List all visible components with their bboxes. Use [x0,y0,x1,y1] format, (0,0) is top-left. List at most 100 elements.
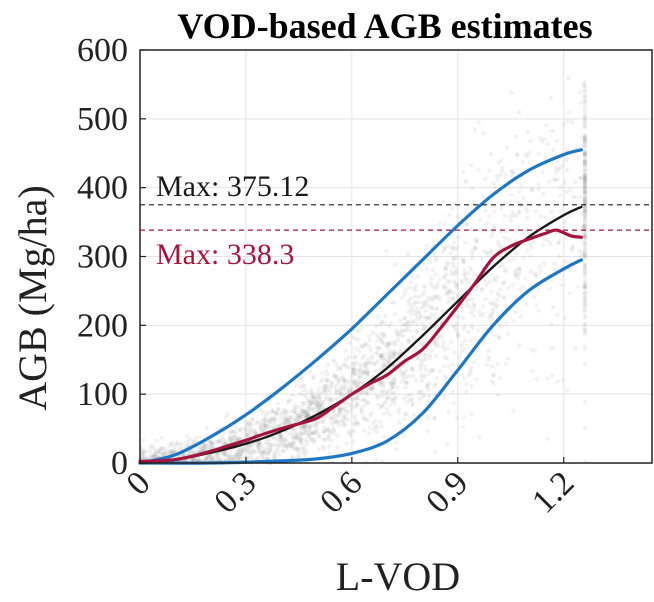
scatter-point [308,407,314,413]
scatter-point [511,213,516,218]
scatter-point [423,308,428,313]
scatter-point [383,357,388,362]
scatter-point [310,431,316,436]
scatter-point [367,425,373,431]
scatter-point [503,304,509,309]
scatter-point [348,409,353,414]
scatter-point [159,451,165,457]
scatter-point [245,427,250,432]
scatter-point [408,280,413,285]
scatter-point [444,271,449,276]
scatter-point [242,447,247,452]
scatter-point [278,416,283,421]
scatter-point [328,397,334,402]
scatter-point [336,396,341,402]
scatter-point [418,367,423,372]
scatter-point [301,387,307,393]
scatter-point [582,195,588,201]
scatter-point [253,429,258,434]
scatter-point [540,242,546,248]
scatter-point [403,380,409,385]
scatter-point [493,333,498,338]
scatter-point [582,158,588,164]
scatter-point [582,289,588,295]
scatter-point [153,453,158,458]
scatter-point [274,448,279,453]
scatter-point [393,395,398,401]
scatter-point [532,348,538,353]
scatter-point [416,356,421,361]
scatter-point [313,424,318,429]
scatter-point [412,302,417,307]
scatter-point [244,432,250,437]
scatter-point [246,444,251,449]
series-line-binned [138,228,583,464]
scatter-point [380,365,385,371]
scatter-point [324,377,330,382]
scatter-point [291,441,296,446]
scatter-point [298,415,303,420]
scatter-point [406,323,411,329]
scatter-point [357,362,362,367]
scatter-point [435,281,441,286]
scatter-point [401,316,407,321]
scatter-point [381,384,387,389]
scatter-point [387,323,392,328]
scatter-point [309,431,314,436]
scatter-point [459,280,465,285]
scatter-point [264,411,269,417]
scatter-point [582,180,588,185]
scatter-point [352,365,357,370]
scatter-point [425,416,430,421]
scatter-point [582,168,588,173]
scatter-point [290,435,296,440]
scatter-point [223,440,228,445]
scatter-point [387,412,393,418]
scatter-point [497,324,503,329]
scatter-point [313,405,318,410]
scatter-point [477,309,482,315]
scatter-point [210,455,215,460]
scatter-point [425,298,430,304]
scatter-point [331,416,336,421]
scatter-point [380,319,385,325]
scatter-point [466,373,471,378]
scatter-point [262,446,267,452]
scatter-point [316,393,322,398]
scatter-point [325,379,330,384]
scatter-point [266,410,271,415]
scatter-point [419,358,424,364]
scatter-point [317,400,323,406]
scatter-point [582,198,588,203]
scatter-point [341,387,346,392]
scatter-point [271,420,277,426]
scatter-point [281,415,287,421]
scatter-point [370,386,376,391]
scatter-point [513,228,518,233]
scatter-point [367,361,372,366]
scatter-point [382,400,387,406]
scatter-point [454,415,460,421]
scatter-point [375,359,380,364]
scatter-point [179,441,184,447]
scatter-point [261,420,266,425]
scatter-point [582,163,588,168]
scatter-point [357,391,363,396]
scatter-point [499,168,504,174]
scatter-point [142,450,147,456]
scatter-point [423,300,428,305]
scatter-point [302,437,308,442]
scatter-point [441,283,446,288]
scatter-point [517,266,522,271]
scatter-point [224,452,229,457]
scatter-point [354,367,360,372]
scatter-point [489,234,494,239]
scatter-point [192,437,197,442]
scatter-point [263,420,268,425]
scatter-point [421,337,426,343]
scatter-point [424,384,429,389]
scatter-point [517,288,522,293]
scatter-point [254,442,259,447]
scatter-point [582,223,588,229]
scatter-point [536,187,541,192]
